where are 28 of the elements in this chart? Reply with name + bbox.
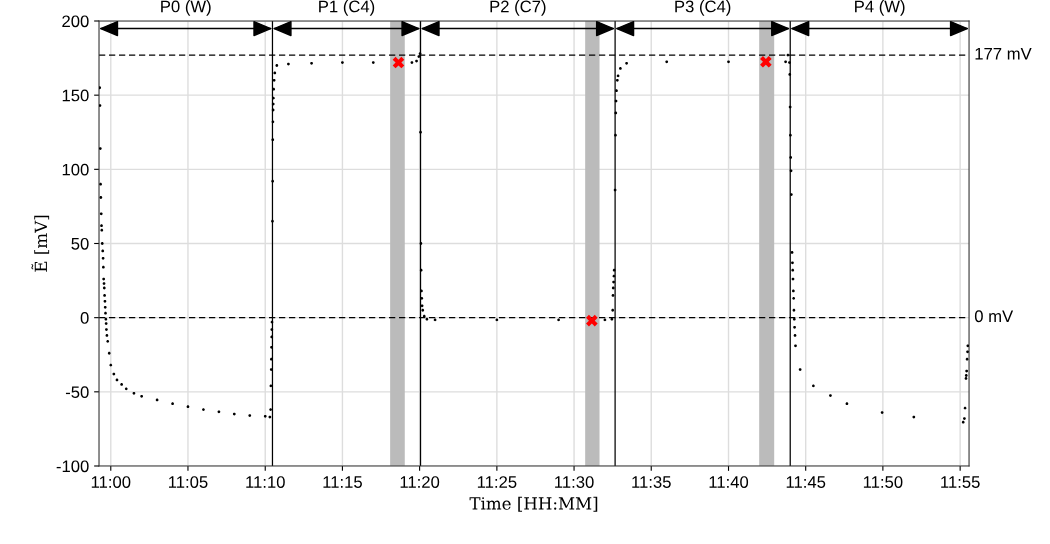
text: P2 (C7) [490,0,546,16]
y-axis-title: Ẽ [mV] [31,215,50,272]
x-tick-label: 11:30 [555,476,594,488]
y-tick-label: -100 [56,460,89,473]
text: P4 (W) [855,0,905,16]
x-tick-label: 11:35 [632,476,671,488]
y-tick-label: 50 [71,237,89,250]
x-tick-label: 11:05 [169,476,208,488]
x-tick-label: 11:20 [400,476,440,488]
x-tick-label: 11:10 [246,476,285,488]
x-axis-title: Time [HH:MM] [469,496,598,512]
y-tick-label: 0 [80,312,89,324]
y-tick-label: 150 [62,89,89,102]
x-tick-label: 11:00 [91,476,131,488]
x-tick-label: 11:40 [709,476,749,488]
x-tick-label: 11:55 [941,476,980,488]
y-tick-label: 100 [62,163,89,176]
y-tick-label: 200 [62,15,89,28]
text: P3 (C4) [675,0,731,16]
ref-line-label: 0 mV [974,310,1014,323]
x-tick-label: 11:15 [323,476,362,488]
y-tick-label: -50 [65,386,89,399]
text: P1 (C4) [319,0,375,16]
ref-line-label: 177 mV [975,47,1032,60]
text: P0 (W) [161,0,211,16]
x-tick-label: 11:25 [477,476,517,488]
x-tick-label: 11:45 [786,476,826,488]
x-tick-label: 11:50 [863,476,903,488]
